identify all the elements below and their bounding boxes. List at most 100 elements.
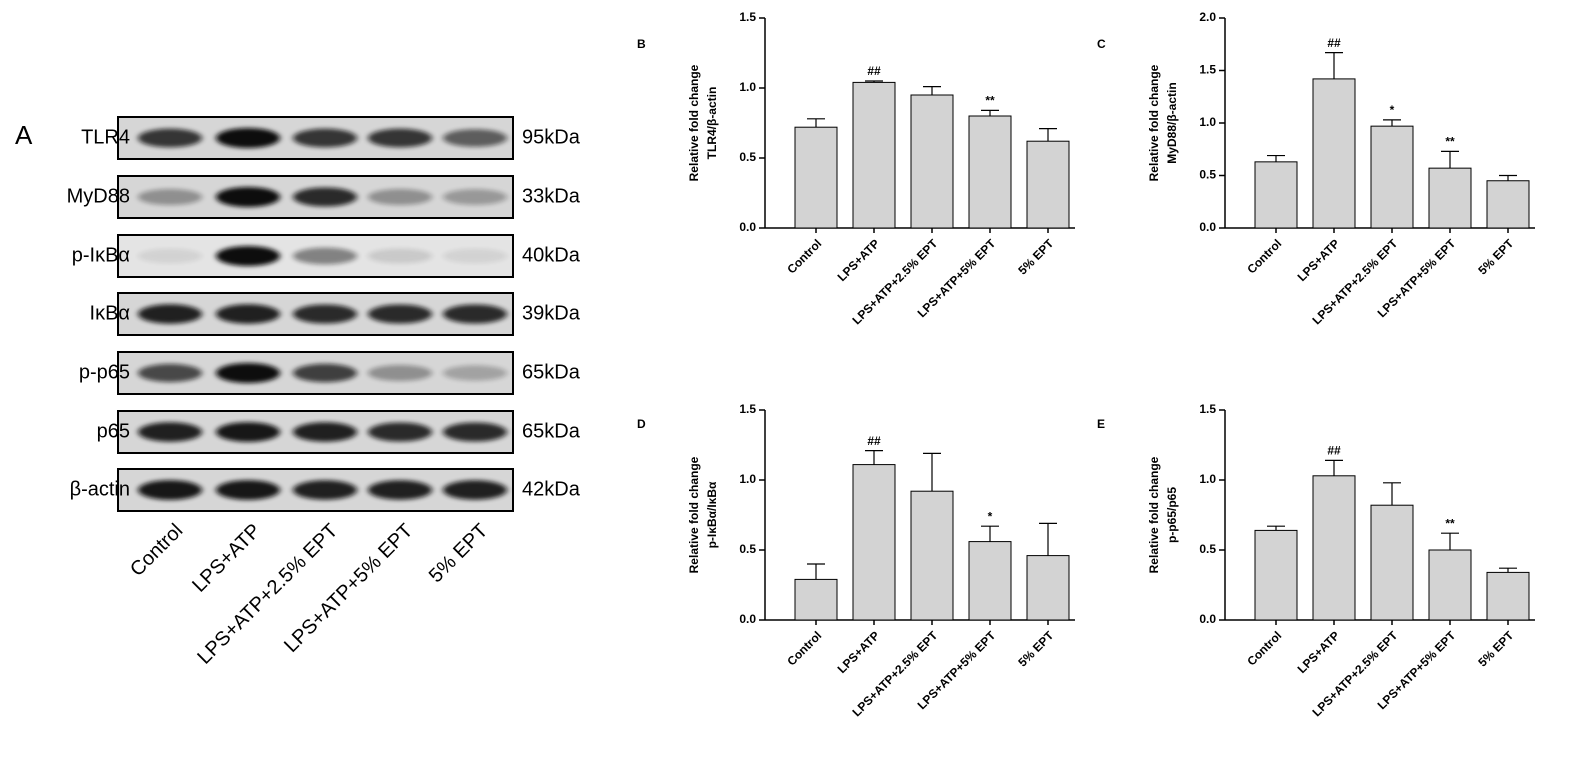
bar	[1026, 140, 1070, 229]
blot-band	[368, 304, 432, 324]
error-bar	[1267, 525, 1285, 531]
error-bar	[1499, 174, 1517, 181]
error-bar	[1267, 154, 1285, 162]
blot-band	[138, 128, 202, 148]
protein-label: IκBα	[90, 302, 130, 324]
significance-label: ##	[1327, 444, 1341, 458]
bar	[968, 115, 1012, 229]
error-bar	[1499, 567, 1517, 573]
blot-band	[138, 304, 202, 324]
significance-label: ##	[867, 64, 881, 78]
error-bar	[923, 86, 941, 95]
blot-band	[138, 480, 202, 500]
panel-label: E	[1097, 417, 1105, 431]
x-tick-label: Control	[784, 628, 824, 668]
x-tick-label: LPS+ATP	[835, 628, 883, 676]
error-bar	[1383, 482, 1401, 506]
significance-label: ##	[1327, 36, 1341, 50]
y-tick-label: 1.5	[1199, 63, 1216, 77]
blot-band	[216, 363, 280, 383]
x-tick-label: Control	[1244, 628, 1284, 668]
lane-label: 5% EPT	[425, 520, 492, 587]
blot-band	[443, 189, 507, 205]
error-bar	[981, 109, 999, 116]
y-tick-label: 0.0	[739, 612, 756, 626]
blot-band	[293, 187, 357, 207]
protein-label: p-IκBα	[72, 244, 130, 266]
blot-band	[216, 304, 280, 324]
panel-label: D	[637, 417, 646, 431]
blot-band	[138, 188, 202, 206]
protein-label: p-p65	[79, 361, 130, 383]
bar	[1370, 504, 1414, 621]
chart: E Relative fold change p-p65/p65 0.0 0.5 1.0 1…	[1097, 402, 1535, 719]
blot-band	[443, 480, 507, 500]
lane-label: LPS+ATP	[188, 520, 265, 597]
blot-band	[293, 480, 357, 500]
size-label: 65kDa	[522, 361, 581, 383]
blot-band	[368, 248, 432, 264]
chart: D Relative fold change p-IκBα/IκBα 0.0 0.5 1.…	[637, 402, 1075, 719]
y-tick-label: 0.5	[1199, 168, 1216, 182]
y-tick-label: 0.5	[739, 150, 756, 164]
bar	[910, 94, 954, 229]
y-axis-title: Relative fold change	[1147, 456, 1161, 573]
x-tick-label: LPS+ATP	[1295, 236, 1343, 284]
x-tick-label: LPS+ATP	[1295, 628, 1343, 676]
y-tick-label: 1.0	[739, 80, 756, 94]
bar	[1312, 475, 1356, 621]
y-tick-label: 0.0	[739, 220, 756, 234]
bar	[1254, 161, 1298, 229]
blot-band	[368, 480, 432, 500]
chart: C Relative fold change MyD88/β-actin 0.0 0.5…	[1097, 10, 1535, 327]
blot-band	[216, 480, 280, 500]
y-tick-label: 1.0	[1199, 115, 1216, 129]
blot-band	[293, 304, 357, 324]
bar	[1370, 125, 1414, 229]
bar	[1312, 78, 1356, 229]
x-tick-label: Control	[784, 236, 824, 276]
y-tick-label: 1.0	[1199, 472, 1216, 486]
y-tick-label: 0.5	[1199, 542, 1216, 556]
significance-label: ##	[867, 434, 881, 448]
error-bar	[1325, 52, 1343, 79]
panel-label: B	[637, 37, 646, 51]
y-tick-label: 1.0	[739, 472, 756, 486]
y-tick-label: 1.5	[739, 402, 756, 416]
bar	[1428, 167, 1472, 229]
blot-band	[293, 128, 357, 148]
y-axis-title: Relative fold change	[687, 456, 701, 573]
blot-band	[293, 422, 357, 442]
bar	[852, 464, 896, 621]
bar	[910, 490, 954, 621]
x-tick-label: 5% EPT	[1015, 236, 1056, 277]
y-axis-title: MyD88/β-actin	[1165, 82, 1179, 163]
blot-band	[443, 248, 507, 264]
bar	[1428, 549, 1472, 621]
blot-band	[216, 422, 280, 442]
error-bar	[1039, 522, 1057, 556]
chart: B Relative fold change TLR4/β-actin 0.0 0.5 1…	[637, 10, 1075, 327]
error-bar	[1441, 150, 1459, 169]
size-label: 95kDa	[522, 126, 581, 148]
bar	[794, 126, 838, 229]
blot-panel: A TLR4 95kDa MyD88 33kDa p-IκBα 40kDa IκBα 39kDa…	[15, 116, 581, 669]
error-bar	[865, 80, 883, 83]
blot-band	[138, 363, 202, 383]
x-tick-label: Control	[1244, 236, 1284, 276]
blot-band	[138, 422, 202, 442]
y-axis-title: p-p65/p65	[1165, 487, 1179, 543]
x-tick-label: 5% EPT	[1015, 628, 1056, 669]
size-label: 33kDa	[522, 185, 581, 207]
bar	[1486, 180, 1530, 229]
blot-band	[216, 128, 280, 148]
protein-label: β-actin	[70, 478, 130, 500]
bar	[1026, 555, 1070, 621]
error-bar	[981, 525, 999, 542]
blot-band	[138, 248, 202, 264]
blot-band	[216, 187, 280, 207]
blot-band	[443, 129, 507, 147]
y-tick-label: 0.0	[1199, 612, 1216, 626]
